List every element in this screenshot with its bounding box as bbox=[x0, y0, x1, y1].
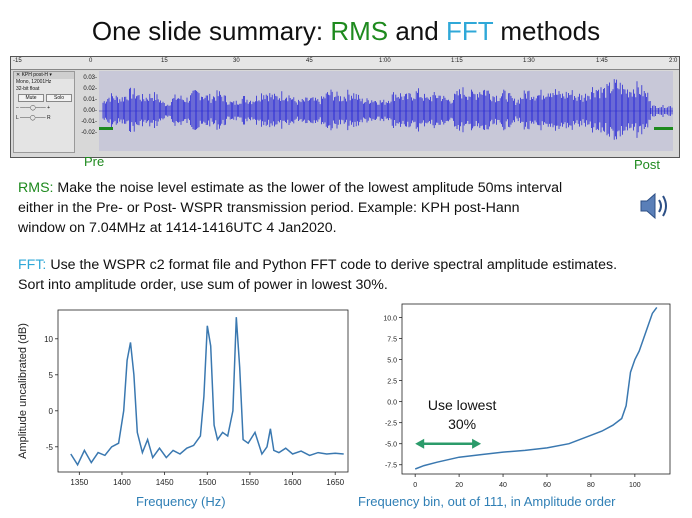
waveform-signal bbox=[102, 79, 651, 140]
annotation-30-percent: 30% bbox=[448, 416, 476, 432]
rms-description: RMS: Make the noise level estimate as th… bbox=[18, 180, 563, 236]
chart1-ylabel: Amplitude uncalibrated (dB) bbox=[17, 323, 29, 459]
y-tick-label: 10.0 bbox=[383, 315, 397, 322]
ruler-tick: 15 bbox=[161, 58, 168, 64]
title-fft: FFT bbox=[445, 16, 494, 46]
annotation-use-lowest: Use lowest bbox=[428, 397, 497, 413]
y-tick-label: -7.5 bbox=[385, 463, 397, 470]
y-tick-label: 5 bbox=[49, 371, 54, 380]
waveform-noise bbox=[650, 105, 673, 117]
x-tick-label: 60 bbox=[543, 482, 551, 489]
amplitude-tick: 0.00- bbox=[83, 108, 97, 114]
mute-button[interactable]: Mute bbox=[18, 94, 44, 102]
slide-title: One slide summary: RMS and FFT methods bbox=[91, 16, 601, 46]
y-tick-label: 0.0 bbox=[387, 400, 397, 407]
x-tick-label: 20 bbox=[455, 482, 463, 489]
ruler-tick: 2:0 bbox=[669, 58, 678, 64]
post-label: Post bbox=[634, 157, 661, 172]
track-control-panel: ✕ KPH post-H ▾ Mono, 12001Hz 32-bit floa… bbox=[13, 71, 75, 153]
pre-marker bbox=[99, 127, 113, 130]
y-tick-label: -5.0 bbox=[385, 442, 397, 449]
track-name-menu[interactable]: ✕ KPH post-H ▾ bbox=[14, 72, 74, 79]
y-tick-label: -2.5 bbox=[385, 421, 397, 428]
x-tick-label: 80 bbox=[587, 482, 595, 489]
amplitude-tick: -0.02- bbox=[81, 130, 97, 136]
x-tick-label: 1400 bbox=[113, 478, 131, 487]
audacity-waveform-panel: -15 0 15 30 45 1:00 1:15 1:30 1:45 2:0 ✕ KPH post… bbox=[10, 56, 680, 158]
waveform[interactable] bbox=[99, 71, 673, 151]
ruler-tick: 45 bbox=[306, 58, 313, 64]
post-marker bbox=[654, 127, 673, 130]
ruler-tick: 1:15 bbox=[451, 58, 463, 64]
chevron-down-icon[interactable]: ▾ bbox=[49, 72, 52, 78]
ruler-tick: 1:00 bbox=[379, 58, 391, 64]
x-tick-label: 1650 bbox=[326, 478, 344, 487]
ruler-tick: 30 bbox=[233, 58, 240, 64]
spectrum-chart: 1350 1400 1450 1500 1550 1600 1650 -5 0 5 10 Amplit… bbox=[17, 309, 349, 487]
y-tick-label: 7.5 bbox=[387, 337, 397, 344]
sorted-amplitude-chart: 0 20 40 60 80 100 -7.5 -5.0 -2.5 0.0 2.5 5.0 7.5 10.0… bbox=[383, 303, 671, 489]
series-line bbox=[414, 306, 658, 470]
track-info-format: 32-bit float bbox=[16, 86, 40, 92]
x-tick-label: 0 bbox=[413, 482, 417, 489]
x-tick-label: 1500 bbox=[198, 478, 216, 487]
pan-slider[interactable]: L ——◯—— R bbox=[16, 115, 51, 121]
y-tick-label: 5.0 bbox=[387, 358, 397, 365]
ruler-tick: -15 bbox=[13, 58, 22, 64]
x-tick-label: 40 bbox=[499, 482, 507, 489]
x-tick-label: 1450 bbox=[156, 478, 174, 487]
x-tick-label: 1550 bbox=[241, 478, 259, 487]
amplitude-axis: 0.03- 0.02- 0.01- 0.00- -0.01- -0.02- bbox=[75, 71, 99, 151]
y-tick-label: 10 bbox=[44, 335, 53, 344]
solo-button[interactable]: Solo bbox=[46, 94, 72, 102]
gain-slider[interactable]: – ——◯—— + bbox=[16, 105, 51, 111]
timeline-ruler[interactable]: -15 0 15 30 45 1:00 1:15 1:30 1:45 2:0 bbox=[11, 57, 679, 70]
close-icon[interactable]: ✕ bbox=[16, 72, 21, 78]
fft-description: FFT: Use the WSPR c2 format file and Pyt… bbox=[18, 257, 618, 293]
plot-frame bbox=[401, 303, 671, 475]
x-tick-label: 100 bbox=[629, 482, 641, 489]
rms-keyword: RMS: bbox=[18, 180, 54, 196]
x-tick-label: 1350 bbox=[70, 478, 88, 487]
speaker-icon[interactable] bbox=[636, 188, 672, 224]
arrow-head-left bbox=[415, 438, 425, 449]
arrow-head-right bbox=[472, 438, 482, 449]
chart2-xlabel: Frequency bin, out of 111, in Amplitude … bbox=[358, 494, 616, 509]
x-tick-label: 1600 bbox=[284, 478, 302, 487]
amplitude-tick: 0.03- bbox=[83, 75, 97, 81]
ruler-tick: 1:30 bbox=[523, 58, 535, 64]
y-tick-label: 2.5 bbox=[387, 379, 397, 386]
plot-frame bbox=[57, 309, 349, 473]
fft-keyword: FFT: bbox=[18, 257, 47, 273]
track-info-rate: Mono, 12001Hz bbox=[16, 79, 52, 85]
amplitude-tick: -0.01- bbox=[81, 119, 97, 125]
y-tick-label: 0 bbox=[49, 407, 54, 416]
chart1-xlabel: Frequency (Hz) bbox=[136, 494, 226, 509]
y-tick-label: -5 bbox=[46, 443, 54, 452]
ruler-tick: 0 bbox=[89, 58, 93, 64]
ruler-tick: 1:45 bbox=[596, 58, 608, 64]
pre-label: Pre bbox=[84, 154, 105, 169]
amplitude-tick: 0.02- bbox=[83, 86, 97, 92]
amplitude-tick: 0.01- bbox=[83, 97, 97, 103]
title-rms: RMS bbox=[330, 16, 389, 46]
series-line bbox=[70, 317, 344, 467]
